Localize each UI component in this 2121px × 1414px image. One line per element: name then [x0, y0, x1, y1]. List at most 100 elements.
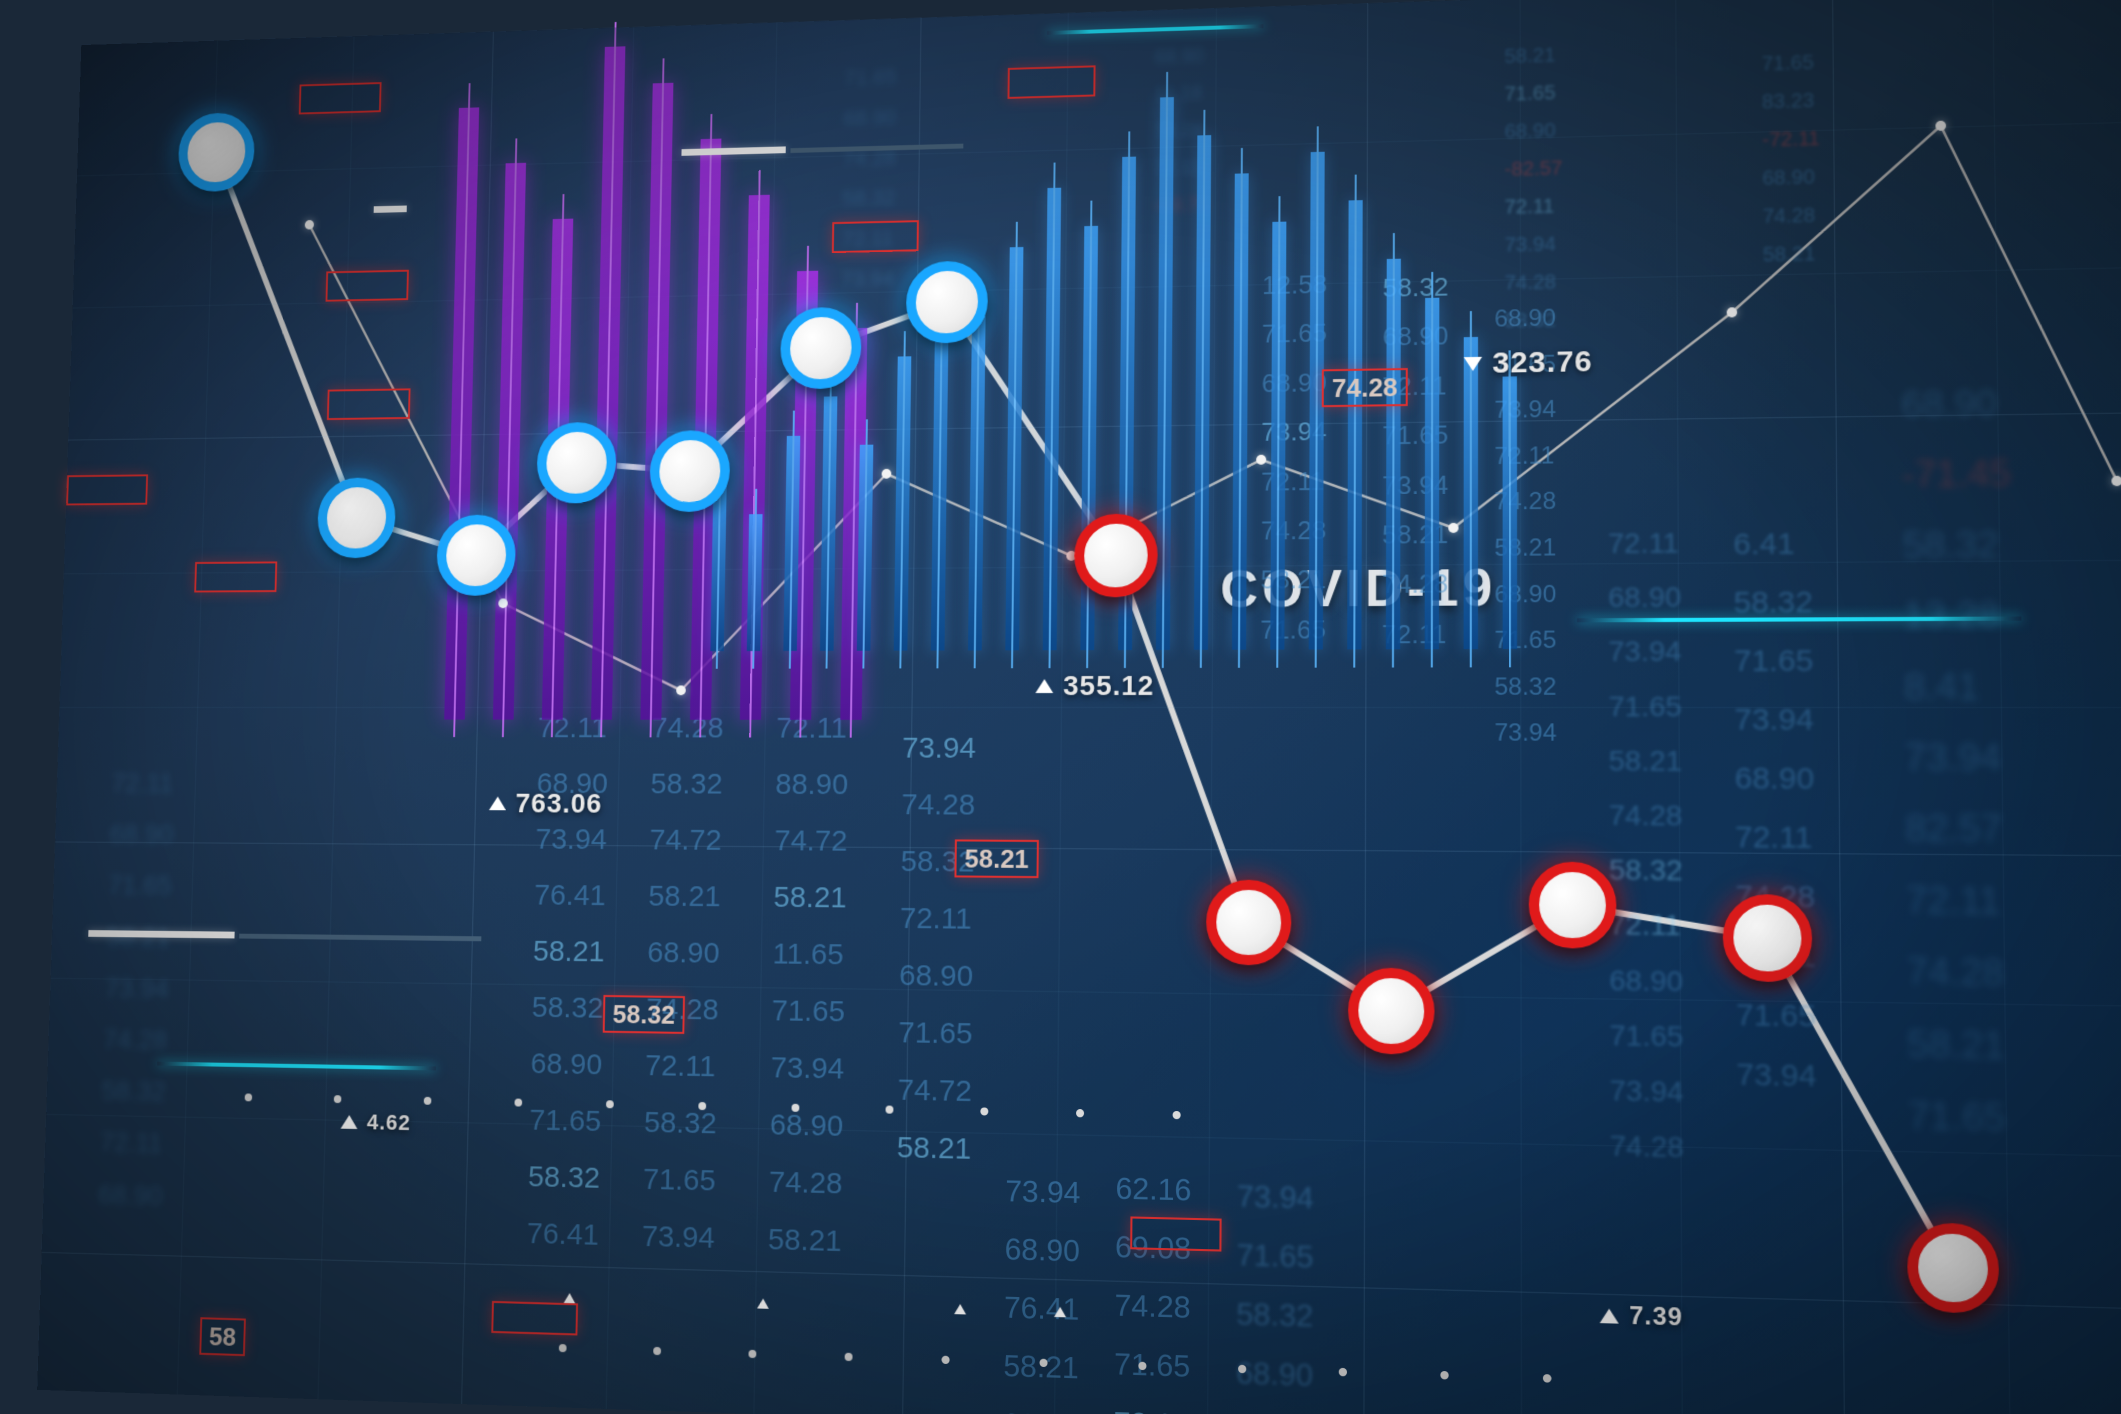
- price-marker-red: [1529, 861, 1617, 948]
- volume-bar-blue: [1156, 97, 1174, 650]
- data-value: 58.21: [896, 1119, 971, 1178]
- data-value: 58.21: [1907, 1008, 2018, 1082]
- data-value: 74.28: [1236, 1403, 1313, 1414]
- data-value: 71.65: [1734, 632, 1814, 691]
- price-marker-red: [1074, 513, 1158, 597]
- data-value: 71.65: [107, 859, 172, 911]
- data-value: 71.65: [1762, 44, 1820, 84]
- highlight-box: [1130, 1216, 1221, 1251]
- data-value: 71.65: [1504, 74, 1562, 113]
- data-column: 6.4158.3271.6573.9468.9072.1174.2858.217…: [1733, 515, 1817, 1106]
- gridline-h: [42, 1252, 2121, 1310]
- annotation-value: 323.76: [1492, 345, 1592, 381]
- data-value: 74.72: [774, 813, 848, 870]
- data-value: 6.41: [1733, 515, 1812, 574]
- axis-tick: [791, 1104, 799, 1112]
- data-value: -72.11: [1762, 120, 1820, 160]
- data-value: 74.28: [843, 137, 896, 179]
- secondary-marker: [882, 469, 892, 479]
- data-value: 88.90: [775, 756, 849, 813]
- highlight-box: [299, 82, 382, 114]
- volume-bar-blue: [1425, 298, 1440, 650]
- accent-line: [1047, 24, 1263, 35]
- axis-tick: [885, 1106, 893, 1114]
- data-value: 68.90: [647, 924, 720, 981]
- secondary-marker: [2111, 476, 2121, 486]
- axis-tick: [653, 1347, 661, 1355]
- data-value: 73.94: [641, 1208, 715, 1267]
- highlight-box: 58.21: [954, 839, 1038, 878]
- data-value: 71.65: [1736, 986, 1816, 1047]
- indicator-bar: [681, 146, 785, 155]
- data-value: 73.94: [535, 811, 607, 867]
- axis-triangle-icon: [1054, 1307, 1066, 1318]
- data-value: 76.41: [534, 867, 606, 924]
- price-marker-red: [1206, 879, 1292, 965]
- data-value: 76.41: [526, 1205, 599, 1264]
- axis-tick: [1543, 1374, 1551, 1383]
- axis-tick: [1076, 1109, 1084, 1117]
- data-column: 74.2858.3274.7258.2168.9074.2872.1158.32…: [641, 700, 724, 1267]
- price-marker-red: [1907, 1222, 1999, 1314]
- data-value: 68.90: [109, 808, 174, 859]
- data-value: 72.11: [110, 758, 175, 809]
- volume-bar-blue: [894, 356, 912, 650]
- data-value: 73.94: [1505, 225, 1563, 264]
- axis-tick: [245, 1093, 253, 1101]
- annotation-value: 4.62: [367, 1110, 412, 1137]
- highlight-box: 58.32: [603, 995, 685, 1034]
- data-value: 72.11: [1609, 897, 1683, 953]
- data-value: 58.21: [773, 869, 847, 926]
- data-value: 73.94: [1736, 1045, 1816, 1106]
- volume-bar-purple: [493, 163, 526, 720]
- data-value: 74.28: [901, 776, 975, 833]
- data-value: 74.28: [768, 1154, 842, 1213]
- triangle-up-icon: [341, 1115, 358, 1129]
- data-value: 58.21: [768, 1211, 842, 1270]
- volume-bar-blue: [1194, 135, 1211, 650]
- axis-tick: [1138, 1362, 1146, 1371]
- data-value: 74.28: [1609, 788, 1683, 843]
- data-column: 62.1669.0874.2871.6572.11: [1113, 1160, 1191, 1414]
- secondary-marker: [1448, 523, 1458, 533]
- value-annotation: 323.76: [1464, 345, 1593, 381]
- data-value: 58.32: [1609, 843, 1683, 898]
- data-value: 73.94: [841, 258, 895, 300]
- gridline-v: [318, 36, 355, 1399]
- axis-tick: [698, 1102, 706, 1110]
- price-marker-red: [1348, 967, 1435, 1055]
- data-value: 68.90: [769, 1096, 843, 1155]
- axis-triangle-icon: [564, 1293, 576, 1303]
- data-value: 58.32: [650, 756, 723, 812]
- data-value: 72.11: [645, 1037, 718, 1095]
- volume-bar-blue: [1270, 222, 1286, 650]
- data-value: 62.16: [1115, 1160, 1191, 1220]
- data-value: 68.90: [1762, 158, 1820, 198]
- data-column: 71.6583.23-72.1168.9074.2858.21: [1762, 44, 1821, 275]
- data-value: 68.90: [899, 947, 974, 1005]
- data-value: 83.23: [1762, 82, 1820, 122]
- secondary-marker: [1935, 121, 1946, 131]
- volume-bar-blue: [857, 445, 874, 651]
- data-value: 74.28: [1763, 196, 1821, 236]
- price-marker-blue: [177, 112, 255, 192]
- secondary-marker: [305, 220, 314, 230]
- triangle-up-icon: [1035, 679, 1053, 693]
- highlight-box: 74.28: [1322, 368, 1408, 407]
- data-value: 58.21: [1763, 235, 1821, 275]
- data-value: 72.11: [1906, 865, 2017, 938]
- data-value: 68.90: [1494, 296, 1556, 343]
- volume-bar-purple: [444, 107, 479, 719]
- data-value: 74.28: [1505, 263, 1563, 302]
- data-value: 58.32: [644, 1094, 717, 1152]
- data-value: 58.21: [1609, 733, 1683, 788]
- data-value: 72.11: [99, 1116, 165, 1169]
- data-value: 11.65: [772, 926, 846, 984]
- data-value: 73.94: [104, 962, 170, 1014]
- data-value: 58.32: [101, 1065, 167, 1118]
- volume-bar-blue: [1232, 173, 1249, 649]
- data-value: -71.45: [1902, 439, 2012, 510]
- gridline-h: [60, 707, 2121, 708]
- data-value: 76.41: [1004, 1279, 1080, 1340]
- secondary-marker: [1727, 307, 1737, 317]
